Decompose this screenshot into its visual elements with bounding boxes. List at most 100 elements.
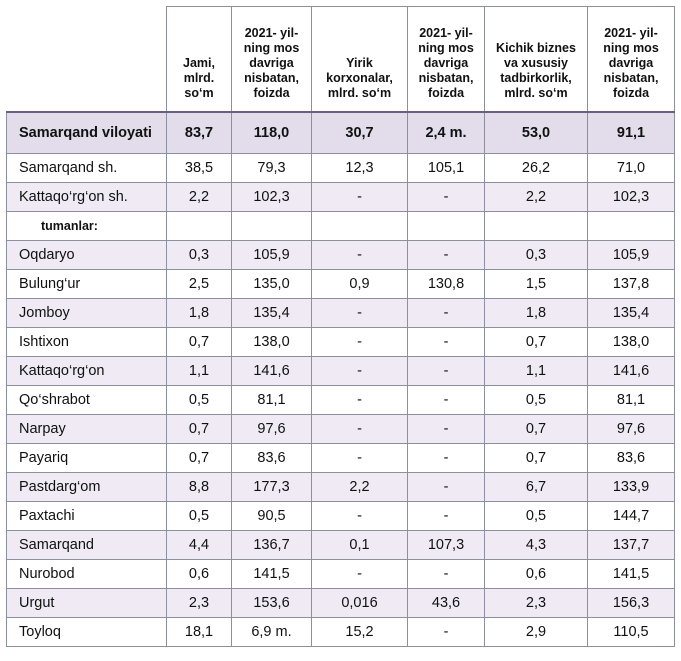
cell-large-percent: - [407, 559, 485, 589]
section-label: tumanlar: [6, 211, 167, 241]
cell-total: 0,7 [166, 414, 232, 444]
cell-total-percent: 118,0 [231, 111, 312, 154]
cell-small: 0,7 [484, 327, 588, 357]
cell-large: - [311, 182, 408, 212]
cell-small: 0,3 [484, 240, 588, 270]
cell-large-percent: - [407, 240, 485, 270]
cell-large-percent: 130,8 [407, 269, 485, 299]
table-row: Samarqand 4,4 136,7 0,1 107,3 4,3 137,7 [6, 530, 675, 560]
cell-small-percent: 133,9 [587, 472, 675, 502]
cell-large-percent: - [407, 182, 485, 212]
region-name: Samarqand viloyati [6, 111, 167, 154]
region-name: Kattaqo‘rg‘on [6, 356, 167, 386]
cell-total: 0,3 [166, 240, 232, 270]
region-name: Pastdarg‘om [6, 472, 167, 502]
cell-total-percent: 136,7 [231, 530, 312, 560]
cell-small: 6,7 [484, 472, 588, 502]
cell-small: 0,5 [484, 501, 588, 531]
cell-total-percent: 83,6 [231, 443, 312, 473]
cell-small-percent: 137,7 [587, 530, 675, 560]
region-name: Payariq [6, 443, 167, 473]
cell-total: 1,1 [166, 356, 232, 386]
cell-small: 53,0 [484, 111, 588, 154]
cell-large: - [311, 559, 408, 589]
cell-total-percent: 141,5 [231, 559, 312, 589]
table-row: Urgut 2,3 153,6 0,016 43,6 2,3 156,3 [6, 588, 675, 618]
cell-large-percent: - [407, 414, 485, 444]
cell-total [166, 211, 232, 241]
cell-small: 0,6 [484, 559, 588, 589]
header-total: Jami, mlrd. so‘m [166, 6, 232, 113]
cell-large-percent: 107,3 [407, 530, 485, 560]
cell-large: 0,9 [311, 269, 408, 299]
table-row: Samarqand sh. 38,5 79,3 12,3 105,1 26,2 … [6, 153, 675, 183]
cell-total-percent: 135,4 [231, 298, 312, 328]
cell-large [311, 211, 408, 241]
table-row: Bulung‘ur 2,5 135,0 0,9 130,8 1,5 137,8 [6, 269, 675, 299]
cell-large: - [311, 414, 408, 444]
table-row: Oqdaryo 0,3 105,9 - - 0,3 105,9 [6, 240, 675, 270]
statistics-table: Jami, mlrd. so‘m 2021- yil-ning mos davr… [6, 6, 675, 647]
header-small-business: Kichik biznes va xususiy tadbirkorlik, m… [484, 6, 588, 113]
cell-large-percent: - [407, 385, 485, 415]
cell-total-percent: 6,9 m. [231, 617, 312, 647]
cell-small: 26,2 [484, 153, 588, 183]
cell-small: 1,1 [484, 356, 588, 386]
region-name: Nurobod [6, 559, 167, 589]
region-name: Urgut [6, 588, 167, 618]
cell-large: - [311, 240, 408, 270]
cell-total-percent: 90,5 [231, 501, 312, 531]
cell-small [484, 211, 588, 241]
cell-small-percent: 138,0 [587, 327, 675, 357]
cell-total-percent: 141,6 [231, 356, 312, 386]
cell-total-percent: 177,3 [231, 472, 312, 502]
cell-large: - [311, 327, 408, 357]
table-row: Narpay 0,7 97,6 - - 0,7 97,6 [6, 414, 675, 444]
region-name: Ishtixon [6, 327, 167, 357]
cell-large-percent: - [407, 472, 485, 502]
cell-total: 8,8 [166, 472, 232, 502]
cell-small: 2,9 [484, 617, 588, 647]
table-row: Jomboy 1,8 135,4 - - 1,8 135,4 [6, 298, 675, 328]
cell-small: 4,3 [484, 530, 588, 560]
table-row-section: tumanlar: [6, 211, 675, 241]
region-name: Samarqand [6, 530, 167, 560]
cell-small: 1,5 [484, 269, 588, 299]
region-name: Paxtachi [6, 501, 167, 531]
cell-large-percent: - [407, 501, 485, 531]
table-row: Ishtixon 0,7 138,0 - - 0,7 138,0 [6, 327, 675, 357]
table-row: Payariq 0,7 83,6 - - 0,7 83,6 [6, 443, 675, 473]
header-large-percent: 2021- yil-ning mos davriga nisbatan, foi… [407, 6, 485, 113]
cell-small: 2,2 [484, 182, 588, 212]
cell-total-percent: 135,0 [231, 269, 312, 299]
cell-total-percent: 97,6 [231, 414, 312, 444]
cell-small-percent: 71,0 [587, 153, 675, 183]
cell-small-percent: 141,6 [587, 356, 675, 386]
cell-small: 0,7 [484, 443, 588, 473]
header-region [6, 6, 167, 113]
cell-large: 0,016 [311, 588, 408, 618]
region-name: Samarqand sh. [6, 153, 167, 183]
cell-small-percent: 83,6 [587, 443, 675, 473]
cell-total-percent: 105,9 [231, 240, 312, 270]
cell-total: 83,7 [166, 111, 232, 154]
region-name: Jomboy [6, 298, 167, 328]
cell-small: 0,7 [484, 414, 588, 444]
cell-small-percent: 137,8 [587, 269, 675, 299]
cell-small-percent: 135,4 [587, 298, 675, 328]
cell-total-percent [231, 211, 312, 241]
table-row: Kattaqo‘rg‘on 1,1 141,6 - - 1,1 141,6 [6, 356, 675, 386]
cell-small: 1,8 [484, 298, 588, 328]
cell-large-percent: - [407, 356, 485, 386]
cell-small-percent: 110,5 [587, 617, 675, 647]
cell-total: 2,3 [166, 588, 232, 618]
cell-large: 2,2 [311, 472, 408, 502]
table-row: Kattaqo‘rg‘on sh. 2,2 102,3 - - 2,2 102,… [6, 182, 675, 212]
header-small-percent: 2021- yil-ning mos davriga nisbatan, foi… [587, 6, 675, 113]
cell-total: 0,5 [166, 501, 232, 531]
cell-small: 0,5 [484, 385, 588, 415]
cell-total: 4,4 [166, 530, 232, 560]
cell-large: 12,3 [311, 153, 408, 183]
cell-large: - [311, 298, 408, 328]
